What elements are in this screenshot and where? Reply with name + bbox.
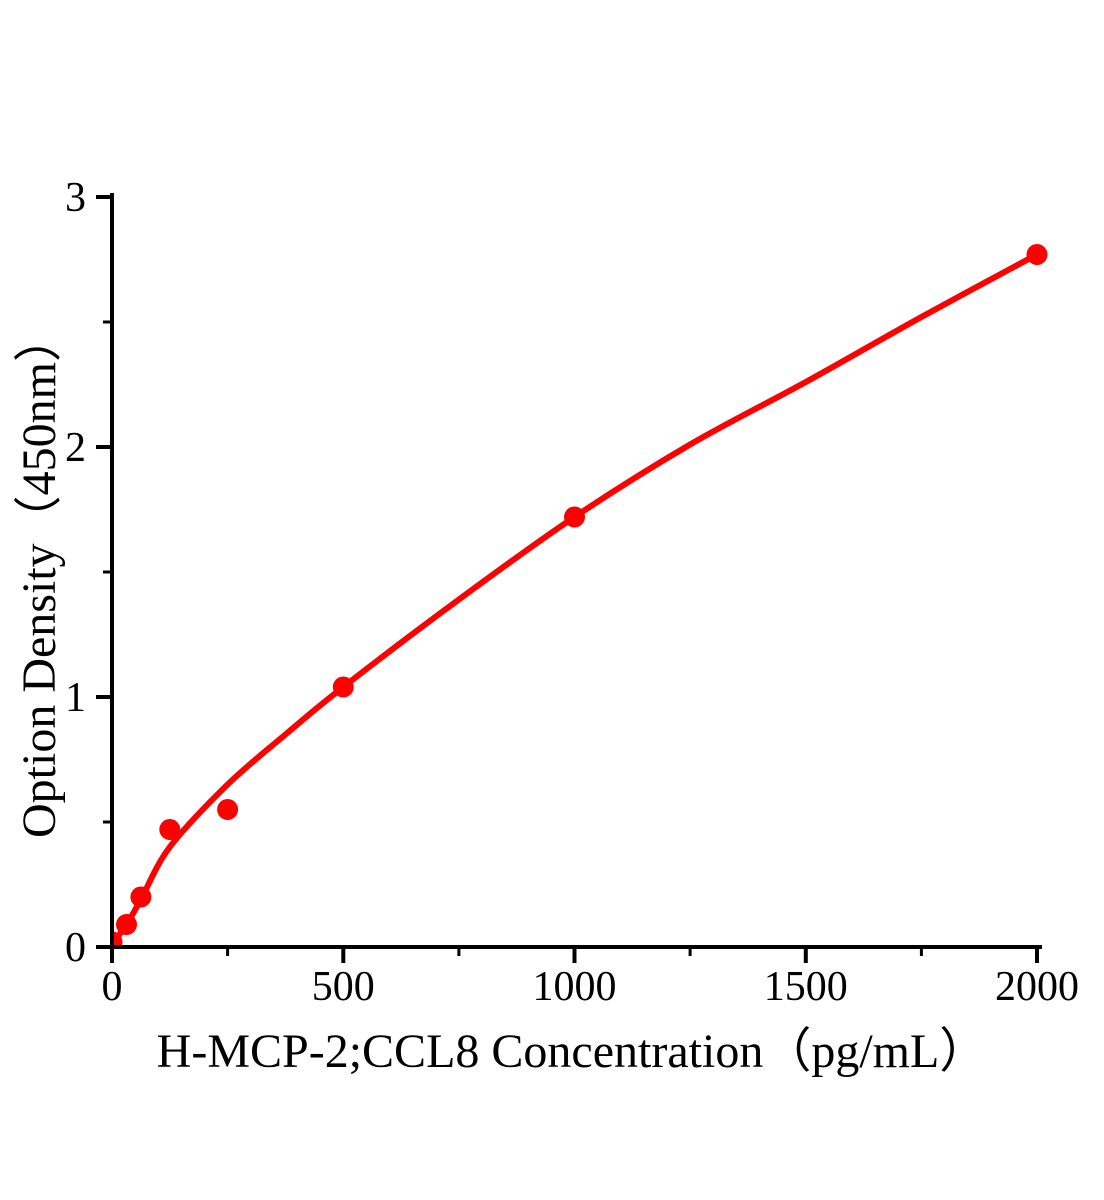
- data-point: [113, 931, 123, 946]
- y-axis-title: Option Density（450nm）: [13, 314, 66, 838]
- data-point: [116, 914, 137, 935]
- x-tick-label: 2000: [995, 964, 1079, 1010]
- data-point: [217, 799, 239, 820]
- tick-labels: 0 1 2 3 0 500 1000 1500 2000: [65, 175, 1079, 1010]
- data-point: [564, 506, 585, 528]
- y-tick-label: 0: [65, 925, 86, 971]
- data-point: [130, 886, 152, 908]
- data-point: [159, 819, 181, 840]
- x-tick-label: 500: [312, 964, 375, 1010]
- x-tick-label: 0: [102, 964, 123, 1010]
- fit-curve: [113, 251, 1040, 946]
- y-tick-label: 1: [65, 675, 86, 721]
- y-tick-label: 3: [65, 175, 86, 221]
- y-tick-label: 2: [65, 425, 86, 471]
- x-tick-label: 1500: [764, 964, 848, 1010]
- axes: [96, 193, 1042, 963]
- data-point: [332, 676, 354, 698]
- data-point: [1026, 244, 1048, 265]
- data-layer: [113, 244, 1048, 946]
- x-axis-title: H-MCP-2;CCL8 Concentration（pg/mL）: [156, 1025, 988, 1078]
- x-tick-label: 1000: [533, 964, 617, 1010]
